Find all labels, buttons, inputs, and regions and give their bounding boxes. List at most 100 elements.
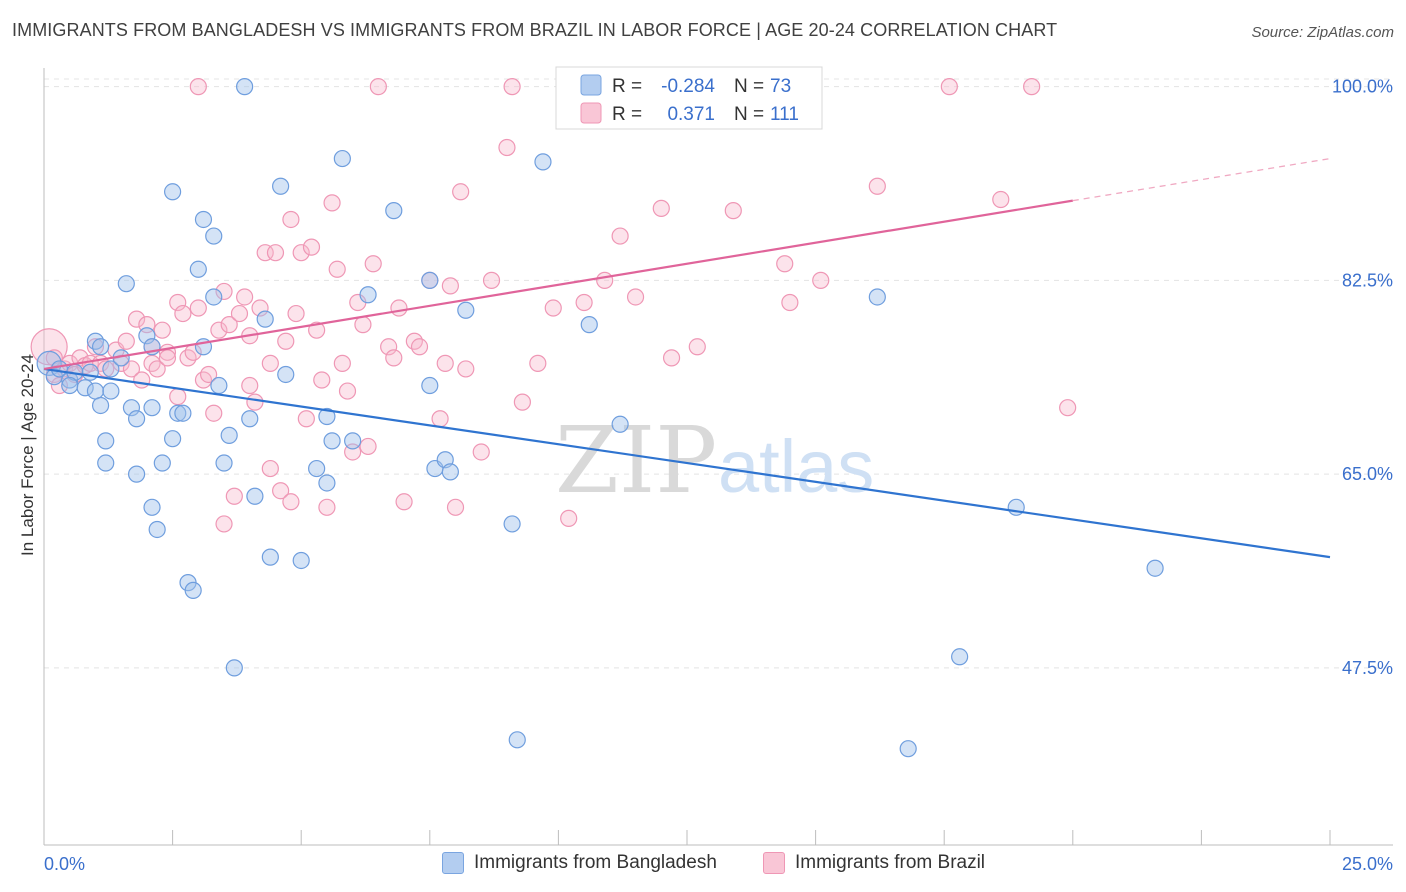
brazil-point (230, 304, 249, 323)
brazil-point (272, 482, 290, 500)
brazil-point (333, 354, 351, 372)
brazil-point (626, 288, 645, 306)
brazil-point (215, 282, 233, 301)
x-tick-label: 25.0% (1342, 854, 1393, 874)
bangladesh-point (36, 350, 62, 376)
bangladesh-point (91, 396, 110, 415)
y-axis-label: In Labor Force | Age 20-24 (18, 354, 37, 556)
brazil-point (380, 338, 398, 356)
brazil-point (215, 515, 233, 533)
bangladesh-point (421, 376, 439, 395)
bangladesh-point (164, 430, 182, 448)
brazil-point (1023, 78, 1041, 96)
brazil-point (117, 332, 135, 350)
bangladesh-point (127, 410, 146, 428)
bangladesh-point (205, 227, 223, 245)
brazil-trend-line (43, 199, 1073, 371)
brazil-point (210, 321, 228, 339)
brazil-point (452, 183, 470, 201)
brazil-point (266, 244, 285, 262)
y-tick-label: 47.5% (1342, 658, 1393, 678)
bottom-legend: Immigrants from Bangladesh Immigrants fr… (0, 850, 1406, 880)
bangladesh-point (611, 415, 629, 433)
legend-item-bangladesh[interactable]: Immigrants from Bangladesh (442, 852, 717, 874)
bangladesh-point (189, 260, 207, 278)
bangladesh-point (951, 648, 969, 666)
bangladesh-point (215, 454, 233, 472)
bangladesh-point (81, 363, 99, 381)
brazil-point (282, 493, 300, 511)
brazil-point (86, 338, 105, 356)
brazil-point (431, 410, 449, 428)
bangladesh-point (225, 659, 243, 677)
stats-r-value-2: 0.371 (667, 104, 715, 125)
brazil-point (277, 332, 295, 350)
brazil-point (781, 293, 799, 312)
brazil-point (544, 299, 562, 317)
brazil-point (575, 293, 593, 312)
stats-r-label-1: R = (612, 76, 642, 97)
brazil-point (992, 190, 1010, 209)
gridlines (44, 78, 1393, 669)
bangladesh-point (143, 498, 161, 516)
stats-n-value-2: 111 (770, 104, 799, 125)
brazil-point (169, 293, 187, 312)
bangladesh-point (503, 515, 521, 533)
bangladesh-point (138, 327, 156, 345)
bangladesh-point (323, 432, 341, 450)
bangladesh-trend-line (43, 367, 1331, 559)
legend-label-brazil: Immigrants from Brazil (795, 852, 986, 873)
brazil-point (200, 365, 218, 384)
brazil-point (282, 210, 300, 229)
bangladesh-point (164, 183, 182, 201)
bangladesh-point (194, 210, 213, 229)
stats-r-value-1: -0.284 (661, 76, 715, 97)
brazil-point (313, 371, 331, 389)
bangladesh-point (241, 410, 259, 428)
brazil-point (513, 393, 531, 411)
brazil-point (153, 321, 171, 339)
stats-legend: R = -0.284 N = 73 R = 0.371 N = 111 (555, 66, 823, 130)
brazil-point (308, 321, 326, 339)
brazil-point (354, 316, 372, 334)
legend-item-brazil[interactable]: Immigrants from Brazil (763, 852, 985, 874)
brazil-point (328, 260, 346, 278)
bangladesh-point (441, 463, 459, 481)
watermark-atlas: atlas (718, 425, 874, 508)
bangladesh-point (86, 382, 105, 400)
bangladesh-point (308, 459, 326, 478)
brazil-point (457, 360, 475, 378)
bangladesh-point (421, 271, 439, 289)
brazil-point (297, 410, 315, 428)
bangladesh-point (122, 399, 141, 417)
bangladesh-point (277, 365, 295, 384)
brazil-point (940, 78, 958, 96)
watermark: ZIP atlas (555, 407, 874, 514)
stats-r-label-2: R = (612, 104, 642, 125)
bangladesh-point (256, 310, 274, 328)
brazil-point (251, 299, 269, 317)
brazil-point (359, 437, 377, 456)
legend-swatch-bangladesh (442, 852, 464, 874)
bangladesh-point (117, 275, 135, 293)
brazil-point (812, 271, 830, 289)
brazil-point (148, 360, 166, 378)
bangladesh-point (899, 740, 917, 758)
bangladesh-point (205, 288, 223, 306)
brazil-point (446, 498, 465, 516)
bangladesh-point (333, 149, 351, 168)
bangladesh-point (102, 382, 120, 400)
y-tick-label: 65.0% (1342, 464, 1393, 484)
bangladesh-point (344, 432, 362, 450)
legend-label-bangladesh: Immigrants from Bangladesh (474, 852, 717, 873)
brazil-point (205, 404, 223, 422)
brazil-point (318, 498, 336, 516)
brazil-point (498, 138, 516, 157)
brazil-point (688, 338, 706, 356)
brazil-point (45, 349, 63, 367)
brazil-point (724, 202, 742, 220)
bangladesh-point (359, 286, 377, 304)
brazil-point (236, 288, 254, 306)
y-tick-label: 82.5% (1342, 270, 1393, 290)
